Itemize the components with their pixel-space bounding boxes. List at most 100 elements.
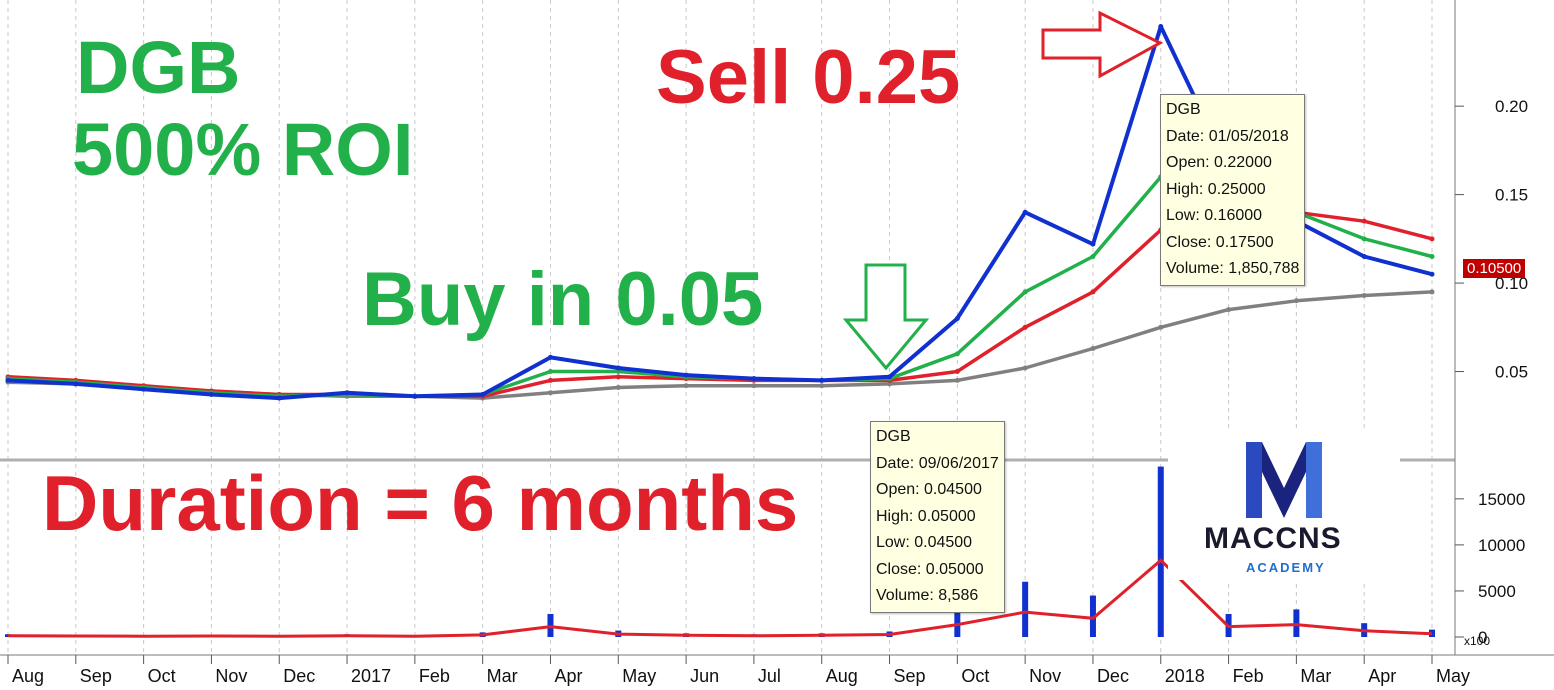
tooltip-low: Low: 0.16000 xyxy=(1166,207,1263,224)
tooltip-close: Close: 0.17500 xyxy=(1166,233,1274,251)
x-tick-label: Feb xyxy=(1233,666,1264,686)
x-tick-label: Oct xyxy=(148,666,176,686)
price-tick-label: 0.20 xyxy=(1495,97,1528,116)
sell-label: Sell 0.25 xyxy=(656,35,961,120)
price-point xyxy=(1022,324,1028,330)
price-point xyxy=(751,376,757,382)
tooltip-low: Low: 0.04500 xyxy=(876,534,973,551)
price-point xyxy=(1022,209,1028,215)
tooltip-close: Close: 0.05000 xyxy=(876,560,984,578)
price-point xyxy=(1090,254,1096,260)
x-tick-label: Sep xyxy=(894,666,926,686)
price-point xyxy=(615,369,621,375)
price-point xyxy=(141,386,147,392)
volume-bar xyxy=(1157,466,1164,637)
price-point xyxy=(954,369,960,375)
sell-tooltip: DGB Date: 01/05/2018 Open: 0.22000 High:… xyxy=(1160,94,1306,286)
tooltip-open: Open: 0.04500 xyxy=(876,481,982,498)
x-tick-label: 2018 xyxy=(1165,666,1205,686)
tooltip-open: Open: 0.22000 xyxy=(1166,154,1272,171)
price-point xyxy=(1361,236,1367,242)
volume-panel xyxy=(5,466,1435,638)
volume-bar xyxy=(5,634,11,637)
buy-tooltip: DGB Date: 09/06/2017 Open: 0.04500 High:… xyxy=(870,421,1005,613)
logo-wordmark: MACCNS xyxy=(1204,522,1342,555)
price-tick-label: 0.05 xyxy=(1495,363,1528,382)
price-point xyxy=(1090,241,1096,247)
price-point xyxy=(1293,298,1299,304)
price-point xyxy=(683,372,689,378)
volume-bar xyxy=(1022,581,1029,637)
tooltip-high: High: 0.25000 xyxy=(1166,180,1266,198)
x-tick-label: 2017 xyxy=(351,666,391,686)
price-point xyxy=(1022,365,1028,371)
sell-arrow-icon xyxy=(1041,10,1164,79)
x-tick-label: Aug xyxy=(12,666,44,686)
price-point xyxy=(683,383,689,389)
price-point xyxy=(1361,254,1367,260)
duration-label: Duration = 6 months xyxy=(42,459,799,547)
tooltip-date: Date: 01/05/2018 xyxy=(1166,127,1289,145)
volume-tick-label: 0 xyxy=(1478,628,1487,647)
logo-subtitle: ACADEMY xyxy=(1246,560,1326,575)
price-y-axis: 0.20 0.15 0.10 0.05 xyxy=(1455,97,1528,382)
x-tick-label: Dec xyxy=(283,666,315,686)
x-tick-label: Feb xyxy=(419,666,450,686)
m-logo-icon xyxy=(1246,442,1322,518)
headline-symbol: DGB xyxy=(76,26,241,109)
tooltip-volume: Volume: 8,586 xyxy=(876,587,979,604)
price-point xyxy=(547,369,553,375)
volume-multiplier-label: x100 xyxy=(1464,634,1490,648)
price-point xyxy=(412,393,418,399)
price-point xyxy=(1361,218,1367,224)
price-point xyxy=(547,354,553,360)
price-point xyxy=(819,383,825,389)
x-tick-label: Jul xyxy=(758,666,781,686)
price-point xyxy=(819,377,825,383)
price-point xyxy=(1226,307,1232,313)
x-axis: Aug Sep Oct Nov Dec 2017 Feb Mar Apr May Jun Jul Aug… xyxy=(7,655,1470,686)
x-tick-label: Sep xyxy=(80,666,112,686)
x-tick-label: Apr xyxy=(1368,666,1396,686)
x-tick-label: Nov xyxy=(215,666,247,686)
x-tick-label: Mar xyxy=(487,666,518,686)
tooltip-symbol: DGB xyxy=(1166,101,1201,118)
price-point xyxy=(954,377,960,383)
price-point xyxy=(1429,236,1435,242)
maccns-logo: MACCNS ACADEMY xyxy=(1168,430,1400,580)
price-point xyxy=(615,374,621,380)
price-point xyxy=(344,390,350,396)
x-tick-label: Dec xyxy=(1097,666,1129,686)
x-tick-label: May xyxy=(622,666,656,686)
volume-average-line xyxy=(7,558,1433,638)
price-point xyxy=(1090,346,1096,352)
price-point xyxy=(1429,254,1435,260)
price-point xyxy=(1158,24,1164,30)
x-tick-label: Nov xyxy=(1029,666,1061,686)
price-point xyxy=(615,384,621,390)
price-point xyxy=(1090,289,1096,295)
price-point xyxy=(1429,271,1435,277)
price-point xyxy=(954,315,960,321)
x-tick-label: Jun xyxy=(690,666,719,686)
price-point xyxy=(1022,289,1028,295)
tooltip-volume: Volume: 1,850,788 xyxy=(1166,260,1300,277)
price-point xyxy=(208,392,214,398)
price-point xyxy=(5,377,11,383)
volume-tick-label: 5000 xyxy=(1478,582,1516,601)
price-point xyxy=(1361,292,1367,298)
headline-roi: 500% ROI xyxy=(72,108,414,191)
price-point xyxy=(954,351,960,357)
price-tick-label: 0.10 xyxy=(1495,274,1528,293)
buy-arrow-icon xyxy=(842,263,930,371)
price-point xyxy=(480,392,486,398)
price-point xyxy=(1429,289,1435,295)
price-point xyxy=(73,381,79,387)
buy-label: Buy in 0.05 xyxy=(362,257,764,342)
price-point xyxy=(276,395,282,401)
x-tick-label: Aug xyxy=(826,666,858,686)
x-tick-label: May xyxy=(1436,666,1470,686)
tooltip-high: High: 0.05000 xyxy=(876,507,976,525)
price-point xyxy=(887,381,893,387)
